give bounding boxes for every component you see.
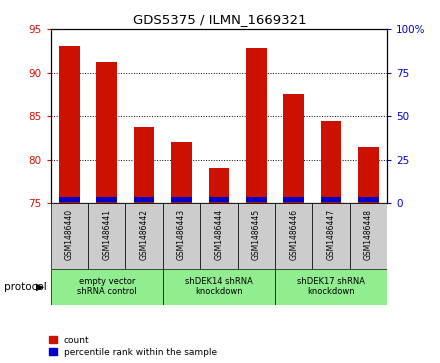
Text: GSM1486446: GSM1486446 <box>289 208 298 260</box>
Text: shDEK17 shRNA
knockdown: shDEK17 shRNA knockdown <box>297 277 365 297</box>
Bar <box>59 197 80 202</box>
Bar <box>358 147 379 203</box>
Text: ▶: ▶ <box>36 282 44 292</box>
Bar <box>321 121 341 203</box>
Bar <box>283 197 304 202</box>
Bar <box>358 197 379 202</box>
Bar <box>134 197 154 202</box>
Text: GSM1486444: GSM1486444 <box>214 208 224 260</box>
Bar <box>209 197 229 202</box>
Bar <box>163 269 275 305</box>
Text: GSM1486442: GSM1486442 <box>139 208 149 260</box>
Legend: count, percentile rank within the sample: count, percentile rank within the sample <box>48 336 217 357</box>
Text: empty vector
shRNA control: empty vector shRNA control <box>77 277 136 297</box>
Bar <box>171 197 192 202</box>
Bar <box>51 203 88 269</box>
Bar <box>350 203 387 269</box>
Bar <box>200 203 238 269</box>
Bar <box>59 46 80 203</box>
Bar <box>238 203 275 269</box>
Bar <box>275 203 312 269</box>
Bar <box>51 269 163 305</box>
Bar <box>275 269 387 305</box>
Bar <box>134 127 154 203</box>
Bar <box>163 203 200 269</box>
Bar <box>312 203 350 269</box>
Bar <box>209 168 229 203</box>
Text: GSM1486443: GSM1486443 <box>177 208 186 260</box>
Bar <box>246 197 267 202</box>
Bar <box>125 203 163 269</box>
Text: GSM1486448: GSM1486448 <box>364 208 373 260</box>
Text: protocol: protocol <box>4 282 47 292</box>
Text: GSM1486441: GSM1486441 <box>102 208 111 260</box>
Text: GDS5375 / ILMN_1669321: GDS5375 / ILMN_1669321 <box>133 13 307 26</box>
Bar <box>96 62 117 203</box>
Text: GSM1486447: GSM1486447 <box>326 208 336 260</box>
Bar <box>283 94 304 203</box>
Text: GSM1486445: GSM1486445 <box>252 208 261 260</box>
Bar <box>171 142 192 203</box>
Bar <box>88 203 125 269</box>
Bar <box>96 197 117 202</box>
Bar <box>246 48 267 203</box>
Text: shDEK14 shRNA
knockdown: shDEK14 shRNA knockdown <box>185 277 253 297</box>
Text: GSM1486440: GSM1486440 <box>65 208 74 260</box>
Bar <box>321 197 341 202</box>
